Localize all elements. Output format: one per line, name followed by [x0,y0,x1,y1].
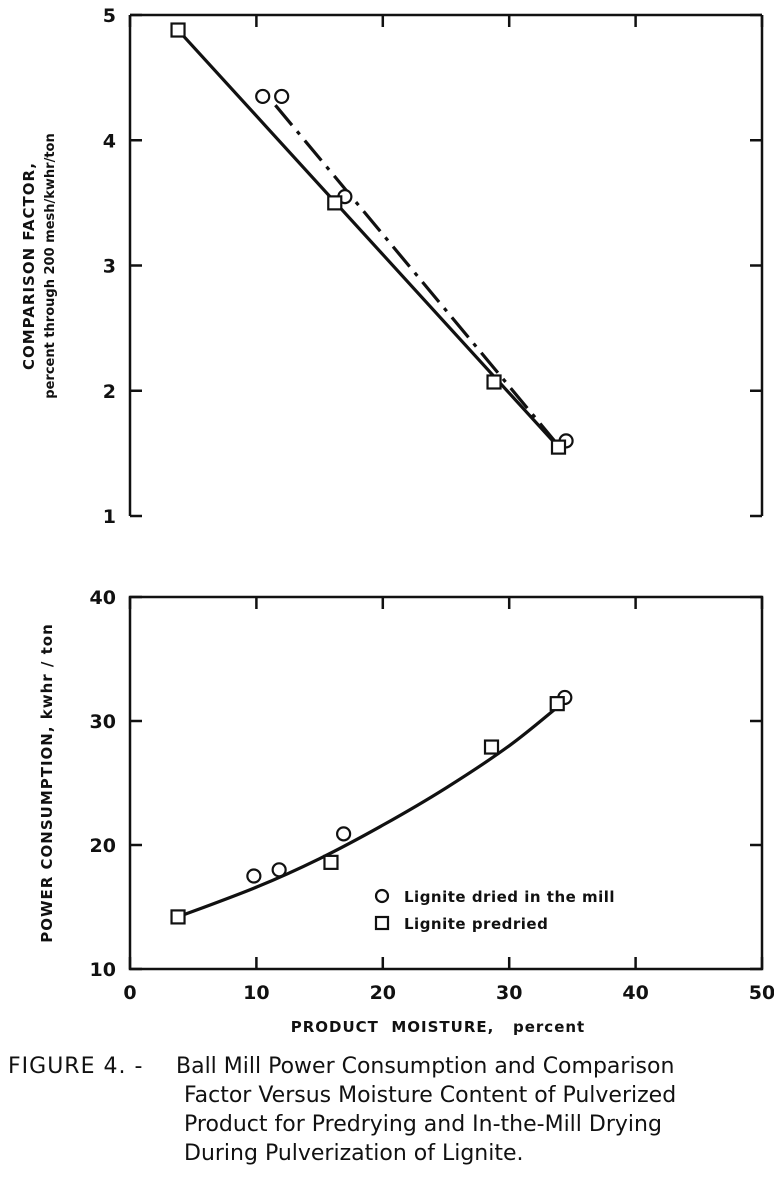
caption-line: During Pulverization of Lignite. [184,1141,524,1166]
bottom-y-tick-label: 10 [90,959,116,981]
top-y-tick-label: 4 [103,130,116,152]
top-point-circle [255,88,271,105]
bottom-fit-curve [177,706,559,919]
top-y-axis-subtitle: percent through 200 mesh/kwhr/ton [43,133,58,398]
top-y-axis-title: COMPARISON FACTOR, [20,162,38,370]
top-point-circle [274,88,290,105]
x-tick-label: 50 [749,982,774,1004]
bottom-plot-frame [128,595,764,971]
top-point-square [170,22,186,38]
legend-label-predried: Lignite predried [404,915,548,933]
top-point-square [486,374,502,390]
top-y-tick-label: 3 [103,256,116,278]
top-y-tick-label: 1 [103,506,116,528]
caption-label: FIGURE 4. - [8,1054,144,1079]
top-plot-frame [128,13,764,516]
top-y-ticks [130,13,142,518]
bottom-point-circle [271,862,287,878]
bottom-point-circle [336,826,352,842]
legend-square-marker [374,915,390,931]
x-tick-label: 0 [123,982,136,1004]
top-right-ticks [750,13,762,518]
bottom-y-axis-title: POWER CONSUMPTION, kwhr / ton [38,623,56,943]
bottom-point-square [483,739,500,755]
top-fit-line-dried-in-mill [274,104,561,449]
top-top-ticks [128,15,764,27]
bottom-data-points [170,689,573,925]
x-tick-label: 10 [243,982,269,1004]
top-y-tick-label: 5 [103,5,116,27]
figure-canvas: 1 2 3 4 5 COMPARISON FACTOR, percent through… [20,5,774,1036]
bottom-x-tick-labels: 0 10 20 30 40 50 [123,982,774,1004]
comparison-factor-chart: 1 2 3 4 5 COMPARISON FACTOR, percent through… [20,5,764,528]
bottom-right-ticks [750,595,762,971]
bottom-top-ticks [128,597,764,609]
top-data-points [170,22,574,455]
bottom-y-tick-label: 30 [90,711,116,733]
bottom-y-ticks [130,595,142,971]
power-consumption-chart: 10 20 30 40 0 10 20 30 40 50 Lignite dried in th… [38,587,774,1036]
top-point-square [550,439,567,455]
x-tick-label: 30 [496,982,522,1004]
bottom-x-ticks [128,957,764,969]
top-point-square [327,195,343,211]
x-tick-label: 20 [370,982,396,1004]
top-fit-lines [176,28,561,449]
bottom-point-circle [246,868,262,884]
bottom-point-square [549,696,565,712]
bottom-y-tick-label: 40 [90,587,116,609]
bottom-y-tick-labels: 10 20 30 40 [90,587,116,981]
top-y-tick-labels: 1 2 3 4 5 [103,5,116,528]
caption-text: Ball Mill Power Consumption and Comparis… [176,1052,768,1168]
x-axis-title: PRODUCT MOISTURE, percent [291,1018,585,1036]
legend-circle-marker [374,888,390,904]
x-tick-label: 40 [622,982,648,1004]
bottom-y-tick-label: 20 [90,835,116,857]
top-y-tick-label: 2 [103,381,116,403]
bottom-point-square [170,909,186,925]
legend-label-dried-in-mill: Lignite dried in the mill [404,888,615,906]
caption-line: Ball Mill Power Consumption and Comparis… [176,1054,675,1079]
bottom-point-square [323,854,339,870]
legend: Lignite dried in the mill Lignite predri… [374,888,615,933]
power-fit-curve [177,706,559,919]
caption-line: Product for Predrying and In-the-Mill Dr… [184,1112,662,1137]
caption-line: Factor Versus Moisture Content of Pulver… [184,1083,677,1108]
